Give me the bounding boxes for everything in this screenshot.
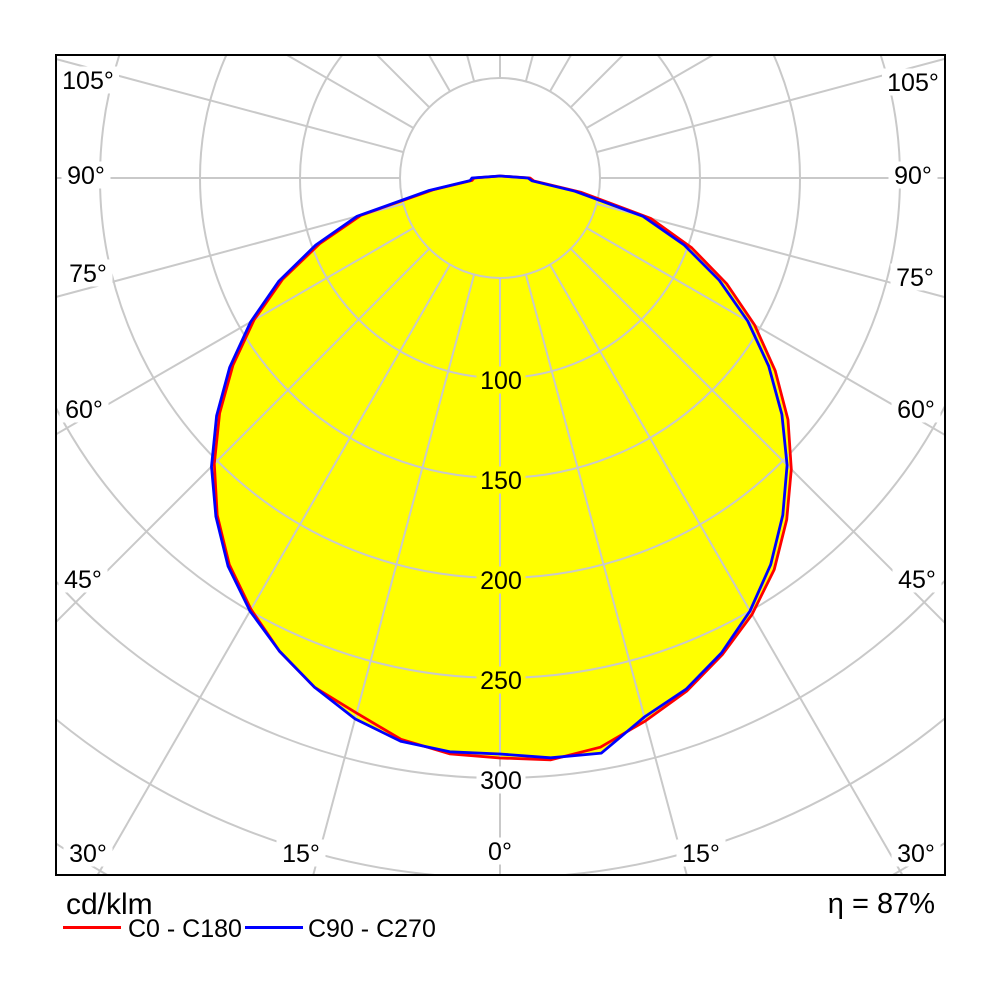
- ring-value-label-100-bg: [476, 366, 526, 394]
- ring-value-label-300: 300: [480, 767, 522, 795]
- angle-label-right-60°: 60°: [897, 396, 935, 424]
- grid-ray-240deg: [286, 56, 414, 129]
- angle-label-left-90°-bg: [61, 161, 111, 189]
- grid-ray-60deg: [586, 227, 944, 436]
- grid-ray-195deg: [466, 56, 476, 82]
- grid-ray-300deg: [57, 227, 414, 435]
- chart-frame: [55, 54, 946, 876]
- grid-ray-345deg: [312, 274, 476, 874]
- angle-label-right-105°: 105°: [887, 69, 939, 97]
- angle-label-bottom-2-bg: [482, 837, 518, 865]
- angle-label-left-60°-bg: [59, 395, 109, 423]
- curve-c0-c180: [212, 174, 793, 762]
- angle-label-bottom-4: 30°: [897, 840, 935, 868]
- grid-ray-285deg: [57, 202, 404, 298]
- grid-ray-45deg: [570, 248, 944, 624]
- angle-label-right-75°-bg: [890, 263, 940, 291]
- legend-label-c90-c270: C90 - C270: [308, 915, 436, 943]
- angle-label-right-75°: 75°: [896, 264, 934, 292]
- ring-value-label-250: 250: [480, 667, 522, 695]
- angle-label-bottom-1: 15°: [282, 840, 320, 868]
- angle-label-bottom-4-bg: [891, 839, 941, 867]
- ring-value-label-150-bg: [476, 466, 526, 494]
- angle-label-right-90°: 90°: [894, 162, 932, 190]
- ring-value-label-200: 200: [480, 567, 522, 595]
- angle-label-bottom-3-bg: [676, 839, 726, 867]
- angle-label-bottom-2: 0°: [488, 838, 512, 866]
- grid-ray-105deg: [596, 57, 944, 154]
- angle-label-bottom-3: 15°: [682, 840, 720, 868]
- grid-ray-30deg: [549, 264, 903, 874]
- ring-value-label-100: 100: [480, 367, 522, 395]
- curve-c90-c270: [210, 174, 789, 760]
- grid-ray-75deg: [596, 202, 944, 299]
- angle-label-left-60°: 60°: [65, 396, 103, 424]
- c90-c270-line-swatch: [245, 926, 303, 929]
- axis-labels: 105° 90° 75° 60° 45° 105° 90° 75° 60° 45° 30° 15° 0°…: [57, 66, 944, 868]
- angle-label-right-90°-bg: [888, 161, 938, 189]
- angle-label-left-75°-bg: [63, 259, 113, 287]
- legend-label-c0-c180: C0 - C180: [128, 915, 242, 943]
- grid-ray-165deg: [524, 56, 534, 82]
- ring-value-label-150: 150: [480, 467, 522, 495]
- angle-label-bottom-1-bg: [276, 839, 326, 867]
- ring-value-label-300-bg: [476, 766, 526, 794]
- angle-label-right-45°: 45°: [898, 566, 936, 594]
- intensity-curves: [210, 174, 793, 762]
- units-label: cd/klm: [66, 888, 153, 921]
- angle-label-left-45°: 45°: [64, 566, 102, 594]
- angle-label-left-105°: 105°: [62, 67, 114, 95]
- grid-ray-330deg: [97, 264, 451, 874]
- angle-label-bottom-0: 30°: [69, 840, 107, 868]
- angle-label-right-60°-bg: [891, 395, 941, 423]
- angle-label-left-90°: 90°: [67, 162, 105, 190]
- angle-label-right-45°-bg: [892, 565, 942, 593]
- grid-ray-15deg: [524, 274, 688, 874]
- angle-label-left-45°-bg: [58, 565, 108, 593]
- angle-label-bottom-0-bg: [63, 839, 113, 867]
- grid-ray-315deg: [57, 248, 430, 623]
- c0-c180-line-swatch: [63, 926, 121, 929]
- legend: C0 - C180 C90 - C270: [0, 914, 1000, 946]
- angle-label-right-105°-bg: [882, 68, 944, 96]
- ring-value-label-250-bg: [476, 666, 526, 694]
- efficiency-label: η = 87%: [827, 888, 935, 920]
- angle-label-left-75°: 75°: [69, 260, 107, 288]
- ring-value-label-200-bg: [476, 566, 526, 594]
- grid-ray-255deg: [57, 58, 404, 154]
- angle-label-left-105°-bg: [57, 66, 119, 94]
- grid-ray-120deg: [586, 56, 714, 129]
